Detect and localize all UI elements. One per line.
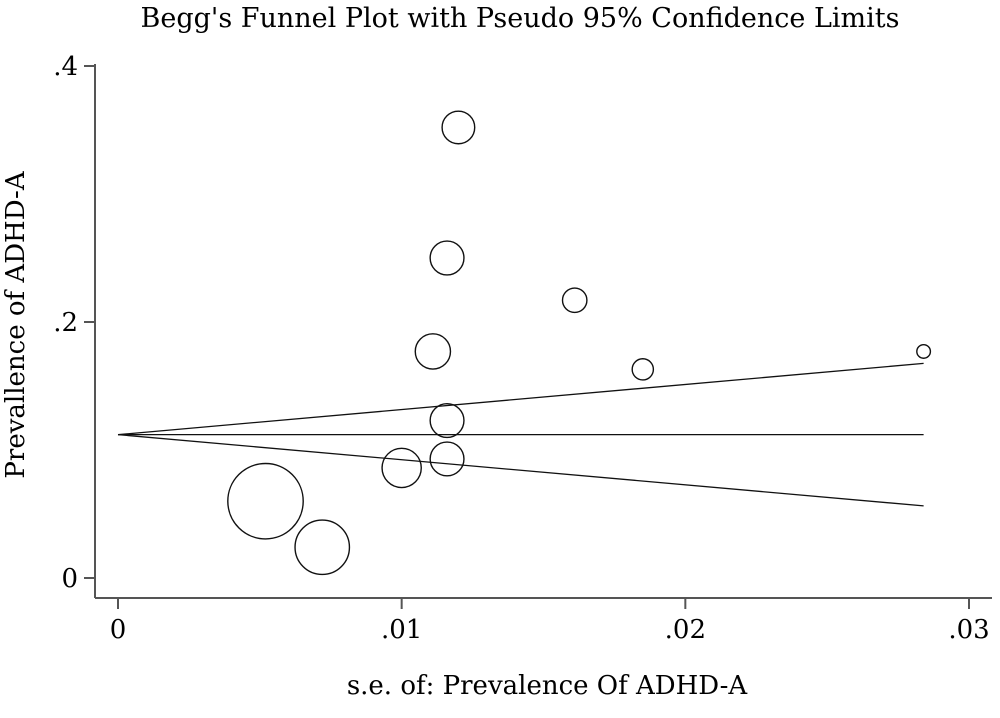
study-point bbox=[916, 343, 932, 359]
x-tick-label: .03 bbox=[948, 615, 989, 645]
y-tick-label: .2 bbox=[53, 308, 78, 338]
x-tick-label: 0 bbox=[110, 615, 127, 645]
study-point bbox=[227, 462, 304, 540]
study-point bbox=[294, 519, 351, 576]
study-points bbox=[227, 110, 932, 576]
study-point bbox=[429, 441, 465, 477]
study-point bbox=[429, 240, 465, 276]
study-point bbox=[381, 447, 422, 489]
study-point bbox=[414, 333, 452, 370]
x-axis-label: s.e. of: Prevalence Of ADHD-A bbox=[347, 671, 749, 701]
y-tick-label: .4 bbox=[53, 52, 78, 82]
upper-confidence-limit-line bbox=[117, 362, 924, 436]
x-tick-label: .01 bbox=[381, 615, 422, 645]
study-point bbox=[429, 402, 465, 439]
study-point bbox=[561, 287, 588, 314]
funnel-lines bbox=[117, 362, 924, 507]
y-tick-label: 0 bbox=[61, 564, 78, 594]
x-tick-label: .02 bbox=[665, 615, 706, 645]
study-point bbox=[441, 110, 476, 145]
chart-title: Begg's Funnel Plot with Pseudo 95% Confi… bbox=[141, 3, 900, 34]
axes: 0 .2 .4 0 .01 .02 .03 bbox=[53, 52, 992, 645]
y-axis-label: Prevallence of ADHD-A bbox=[1, 170, 31, 478]
study-point bbox=[631, 358, 655, 381]
lower-confidence-limit-line bbox=[117, 433, 924, 507]
